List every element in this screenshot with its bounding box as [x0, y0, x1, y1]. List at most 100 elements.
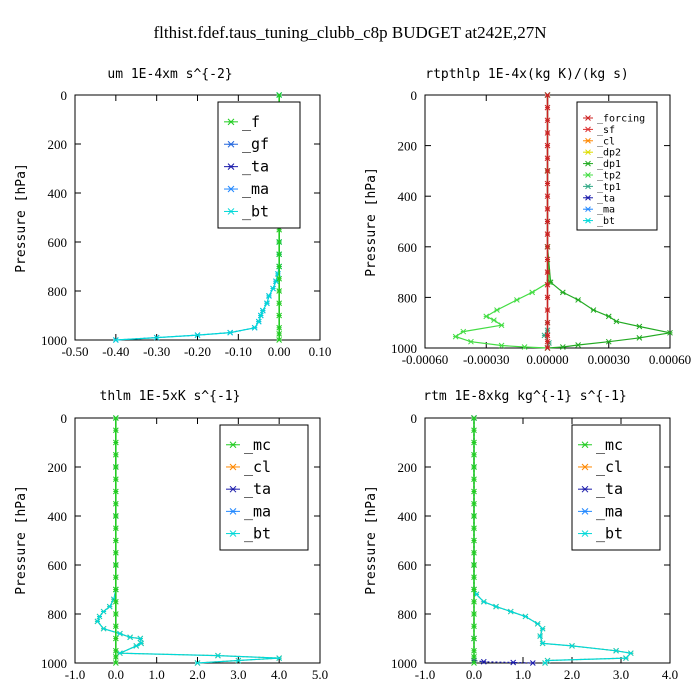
series-mc: [471, 415, 477, 666]
data-point: [471, 464, 477, 470]
data-point: [112, 464, 119, 470]
legend-label: _ma: [596, 502, 623, 520]
x-tick-label: 0.0: [466, 667, 482, 682]
y-tick-label: 200: [398, 139, 418, 154]
legend-marker: [585, 172, 591, 178]
data-point: [112, 415, 119, 421]
legend: _f _gf _ta _ma _bt: [217, 101, 301, 229]
data-point: [544, 256, 551, 263]
legend-label: _ta: [244, 480, 271, 498]
x-tick-label: 3.0: [613, 667, 629, 682]
data-point: [112, 623, 119, 630]
data-point: [559, 344, 566, 350]
data-point: [471, 500, 477, 507]
data-point: [471, 598, 477, 605]
data-point: [112, 537, 119, 544]
legend-marker: [585, 183, 591, 190]
data-point: [100, 625, 107, 632]
panel-title: rtm 1E-8xkg kg^{-1} s^{-1}: [423, 389, 627, 404]
data-point: [471, 647, 477, 654]
data-point: [112, 476, 119, 483]
data-point: [112, 562, 119, 568]
legend-marker: [585, 126, 591, 133]
data-point: [544, 243, 551, 250]
series-tp2: [452, 92, 552, 351]
data-point: [276, 337, 283, 343]
data-point: [471, 654, 477, 660]
y-tick-label: 0: [411, 411, 418, 426]
data-point: [623, 655, 629, 661]
x-tick-label: 0.00030: [588, 352, 630, 367]
legend-label: _cl: [596, 458, 623, 476]
data-point: [542, 660, 548, 666]
x-tick-label: 2.0: [564, 667, 580, 682]
data-point: [544, 338, 551, 345]
data-point: [471, 439, 477, 446]
y-tick-label: 800: [398, 290, 418, 305]
data-point: [529, 289, 536, 296]
panel-title: um 1E-4xm s^{-2}: [107, 67, 232, 82]
legend-marker: [227, 208, 235, 215]
legend: _forcing_sf_cl_dp2_dp1_tp2_tp1_ta_ma_bt: [576, 101, 658, 231]
legend-label: _mc: [596, 436, 623, 454]
legend-label: _bt: [244, 525, 271, 543]
data-point: [507, 608, 514, 615]
y-axis-label: Pressure [hPa]: [14, 485, 29, 595]
data-point: [539, 640, 546, 647]
data-point: [590, 307, 597, 313]
data-point: [257, 312, 264, 319]
x-tick-label: -0.40: [102, 344, 129, 359]
y-tick-label: 600: [48, 558, 68, 573]
data-point: [667, 329, 673, 336]
panel-thlm: thlm 1E-5xK s^{-1} Pressure [hPa] -1.0 0.…: [14, 389, 328, 682]
x-tick-label: -0.00060: [402, 352, 449, 367]
data-point: [544, 294, 551, 301]
data-point: [251, 324, 258, 331]
legend-marker: [581, 485, 589, 493]
data-point: [480, 658, 487, 665]
data-point: [471, 635, 477, 642]
data-point: [227, 329, 234, 336]
data-point: [96, 613, 103, 620]
data-point: [266, 293, 272, 299]
legend-marker: [585, 137, 591, 144]
y-tick-label: 0: [61, 88, 68, 103]
data-point: [460, 328, 467, 335]
y-tick-label: 400: [48, 186, 68, 201]
data-point: [471, 549, 477, 556]
data-point: [498, 342, 505, 349]
data-point: [471, 537, 477, 544]
legend-label: _ma: [597, 205, 615, 216]
data-point: [112, 525, 119, 532]
data-point: [194, 332, 201, 338]
data-point: [452, 333, 459, 340]
legend-label: _ma: [244, 502, 271, 520]
y-axis-label: Pressure [hPa]: [14, 163, 29, 273]
panel-rtm: rtm 1E-8xkg kg^{-1} s^{-1} Pressure [hPa…: [364, 389, 678, 682]
y-tick-label: 200: [48, 137, 68, 152]
x-tick-label: -0.50: [61, 344, 88, 359]
data-point: [636, 323, 643, 330]
data-point: [276, 92, 283, 98]
x-tick-label: 4.0: [662, 667, 678, 682]
data-point: [605, 338, 612, 345]
data-point: [264, 300, 270, 307]
data-point: [153, 334, 160, 341]
x-tick-label: 1.0: [149, 667, 165, 682]
x-tick-label: 0.10: [309, 344, 332, 359]
data-point: [112, 611, 119, 617]
y-tick-label: 1000: [41, 333, 67, 348]
legend-marker: [229, 530, 237, 537]
data-point: [276, 275, 283, 282]
y-tick-label: 600: [398, 240, 418, 255]
data-point: [471, 415, 477, 421]
y-axis-label: Pressure [hPa]: [364, 485, 379, 595]
y-tick-label: 0: [411, 88, 418, 103]
legend-marker: [229, 463, 237, 471]
x-tick-label: -1.0: [65, 667, 86, 682]
legend-label: _gf: [242, 135, 269, 153]
data-point: [112, 451, 119, 458]
x-tick-label: 1.0: [515, 667, 531, 682]
legend-marker: [227, 140, 235, 148]
data-point: [127, 634, 133, 641]
